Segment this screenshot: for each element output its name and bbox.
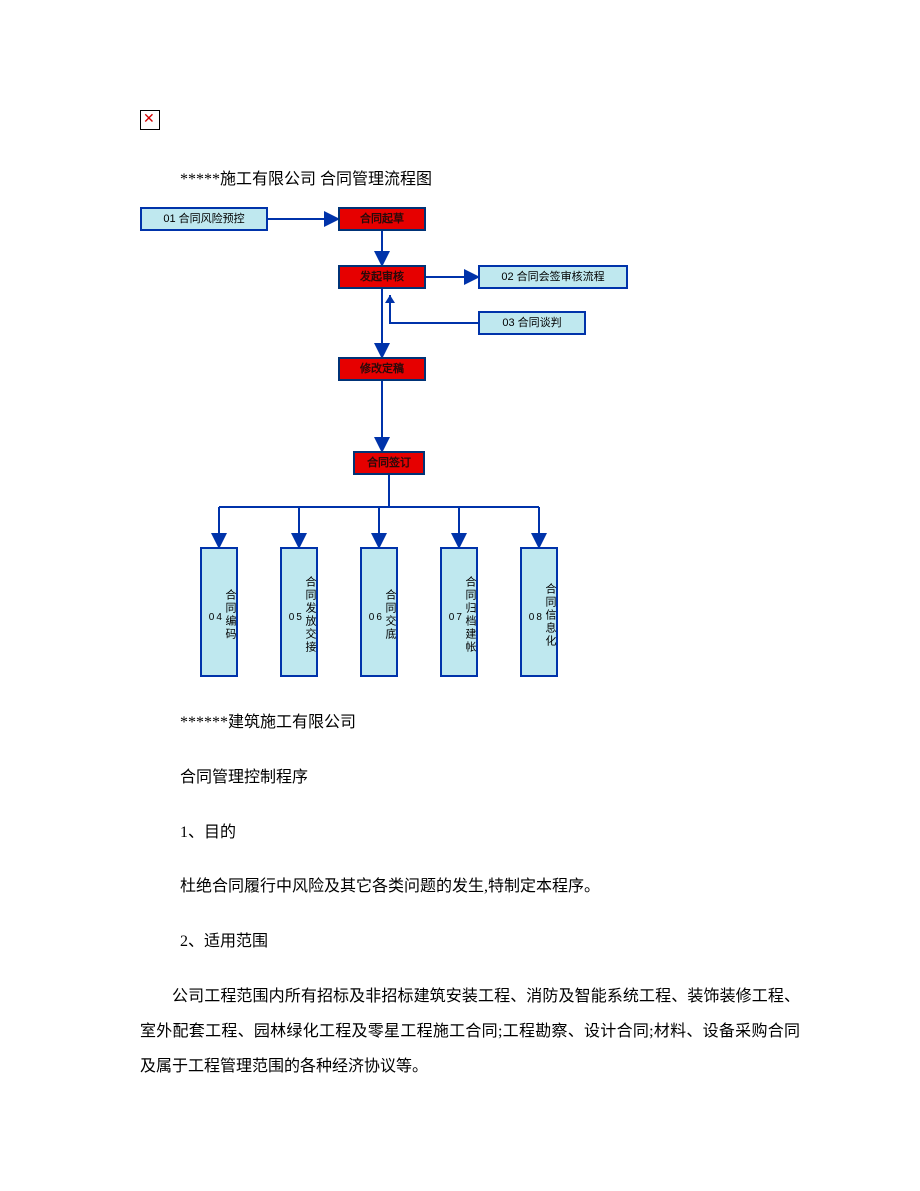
flow-node-revise: 修改定稿 — [338, 357, 426, 381]
sec1-title: 1、目的 — [180, 815, 800, 852]
sec2-title: 2、适用范围 — [180, 924, 800, 961]
doc-subtitle: 合同管理控制程序 — [180, 760, 800, 797]
flowchart: 01 合同风险预控 合同起草发起审核 02 合同会签审核流程 03 合同谈判修改定稿合… — [140, 207, 650, 687]
flow-node-n02: 02 合同会签审核流程 — [478, 265, 628, 289]
flow-node-v04: 合同编码04 — [200, 547, 238, 677]
flow-node-n01: 01 合同风险预控 — [140, 207, 268, 231]
sec1-body: 杜绝合同履行中风险及其它各类问题的发生,特制定本程序。 — [180, 869, 800, 906]
flow-node-v08: 合同信息化08 — [520, 547, 558, 677]
flow-node-v07: 合同归档建帐07 — [440, 547, 478, 677]
flow-node-review: 发起审核 — [338, 265, 426, 289]
doc-title: *****施工有限公司 合同管理流程图 — [180, 165, 800, 189]
company-name: ******建筑施工有限公司 — [180, 705, 800, 742]
flow-node-draft: 合同起草 — [338, 207, 426, 231]
flow-node-sign: 合同签订 — [353, 451, 425, 475]
flow-node-v05: 合同发放交接05 — [280, 547, 318, 677]
sec2-body: 公司工程范围内所有招标及非招标建筑安装工程、消防及智能系统工程、装饰装修工程、室… — [140, 979, 800, 1085]
flow-node-v06: 合同交底06 — [360, 547, 398, 677]
flow-node-n03: 03 合同谈判 — [478, 311, 586, 335]
broken-image-icon — [140, 110, 160, 130]
